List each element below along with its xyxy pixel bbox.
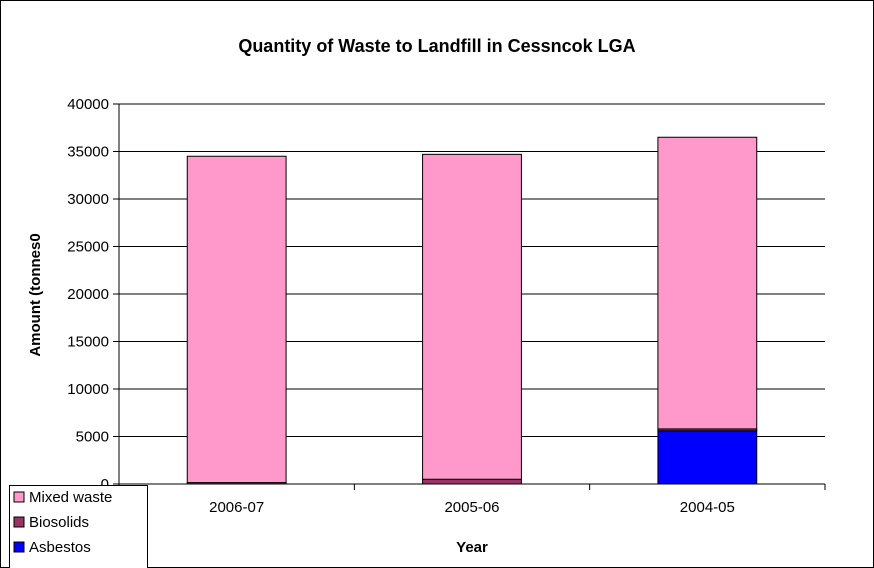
bar-segment (657, 136, 758, 430)
bar-segment (186, 155, 287, 484)
y-tick-label: 15000 (67, 334, 109, 351)
x-tick-label: 2006-07 (209, 499, 264, 516)
bar-segment (657, 430, 758, 485)
legend-swatch (13, 491, 25, 503)
y-axis-title: Amount (tonnes0 (27, 233, 44, 356)
bars-layer (186, 136, 758, 485)
legend-label: Biosolids (29, 514, 89, 531)
y-tick-label: 5000 (76, 429, 109, 446)
y-tick-label: 30000 (67, 191, 109, 208)
bar-segment (422, 153, 522, 480)
legend: Mixed waste Biosolids Asbestos (9, 485, 148, 568)
legend-label: Asbestos (29, 539, 91, 556)
y-tick-label: 0 (101, 476, 109, 493)
chart-title: Quantity of Waste to Landfill in Cessnco… (238, 36, 635, 56)
bar-segment (422, 478, 522, 485)
y-tick-label: 35000 (67, 144, 109, 161)
x-tick-label: 2004-05 (680, 499, 735, 516)
legend-box (9, 485, 148, 568)
legend-swatch (13, 516, 25, 528)
legend-label: Mixed waste (29, 489, 112, 506)
y-tick-label: 40000 (67, 96, 109, 113)
y-tick-label: 25000 (67, 239, 109, 256)
y-tick-label: 20000 (67, 286, 109, 303)
x-axis-title: Year (456, 539, 488, 556)
y-tick-label: 10000 (67, 381, 109, 398)
x-tick-label: 2005-06 (444, 499, 499, 516)
axes-layer: 0 5000 10000 15000 20000 25000 30000 35000 40000… (67, 96, 826, 516)
legend-swatch (13, 541, 25, 553)
